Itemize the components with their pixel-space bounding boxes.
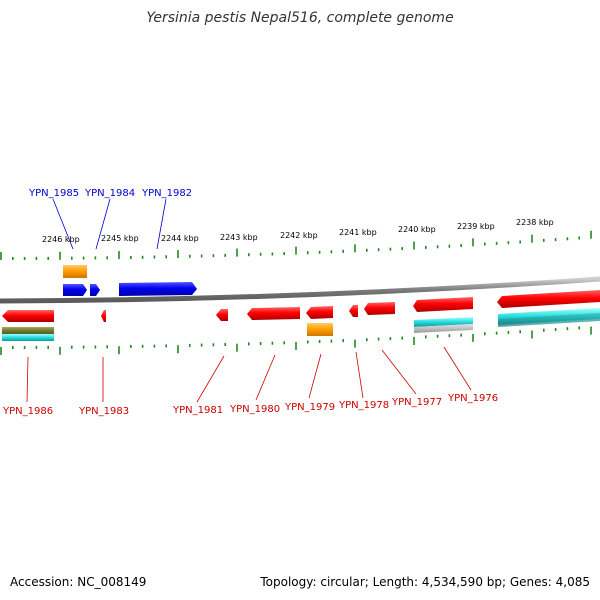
- gene-label: YPN_1977: [391, 397, 442, 408]
- kbp-label: 2245 kbp: [101, 234, 139, 243]
- gene-label: YPN_1986: [2, 406, 53, 417]
- kbp-label: 2241 kbp: [339, 228, 377, 237]
- gene-YPN_1980: [247, 307, 300, 320]
- genome-backbone: [0, 276, 600, 304]
- kbp-labels: 2246 kbp 2245 kbp 2244 kbp 2243 kbp 2242…: [42, 218, 554, 244]
- teal-feature: [498, 313, 600, 327]
- orange-feature: [307, 323, 333, 336]
- gene-label: YPN_1985: [28, 188, 79, 199]
- gene-label: YPN_1979: [284, 402, 335, 413]
- reverse-genes: [2, 290, 600, 341]
- gene-YPN_1978: [349, 305, 358, 317]
- gene-label: YPN_1984: [84, 188, 135, 199]
- kbp-label: 2238 kbp: [516, 218, 554, 227]
- accession-text: Accession: NC_008149: [10, 575, 147, 589]
- gene-reverse-edge: [497, 290, 600, 308]
- orange-feature: [63, 265, 87, 278]
- cyan-feature: [414, 317, 473, 327]
- gene-YPN_1983: [101, 310, 106, 322]
- cyan-feature: [2, 334, 54, 341]
- genome-summary: Topology: circular; Length: 4,534,590 bp…: [260, 575, 590, 589]
- gene-YPN_1986: [2, 310, 54, 322]
- gene-label: YPN_1980: [229, 404, 280, 415]
- top-gene-labels: YPN_1985 YPN_1984 YPN_1982: [28, 188, 192, 250]
- gene-label: YPN_1981: [172, 405, 223, 416]
- bottom-gene-labels: YPN_1986 YPN_1983 YPN_1981 YPN_1980 YPN_…: [2, 346, 498, 417]
- gray-feature: [414, 324, 473, 333]
- forward-genes: [63, 265, 197, 296]
- olive-feature: [2, 327, 54, 334]
- gene-YPN_1977: [364, 302, 395, 315]
- gene-YPN_1981: [216, 309, 228, 321]
- kbp-label: 2240 kbp: [398, 225, 436, 234]
- gene-label: YPN_1982: [141, 188, 192, 199]
- page-title: Yersinia pestis Nepal516, complete genom…: [146, 10, 454, 26]
- gene-YPN_1979: [306, 306, 333, 319]
- kbp-label: 2246 kbp: [42, 235, 80, 244]
- upper-tick-row: [0, 230, 592, 260]
- gene-YPN_1984: [90, 284, 100, 296]
- gene-YPN_1982: [119, 282, 197, 296]
- lower-tick-row: [0, 326, 592, 355]
- gene-label: YPN_1976: [447, 393, 498, 404]
- kbp-label: 2242 kbp: [280, 231, 318, 240]
- gene-label: YPN_1978: [338, 400, 389, 411]
- kbp-label: 2239 kbp: [457, 222, 495, 231]
- gene-label: YPN_1983: [78, 406, 129, 417]
- gene-YPN_1985: [63, 284, 87, 296]
- gene-YPN_1976: [413, 297, 473, 312]
- kbp-label: 2243 kbp: [220, 233, 258, 242]
- kbp-label: 2244 kbp: [161, 234, 199, 243]
